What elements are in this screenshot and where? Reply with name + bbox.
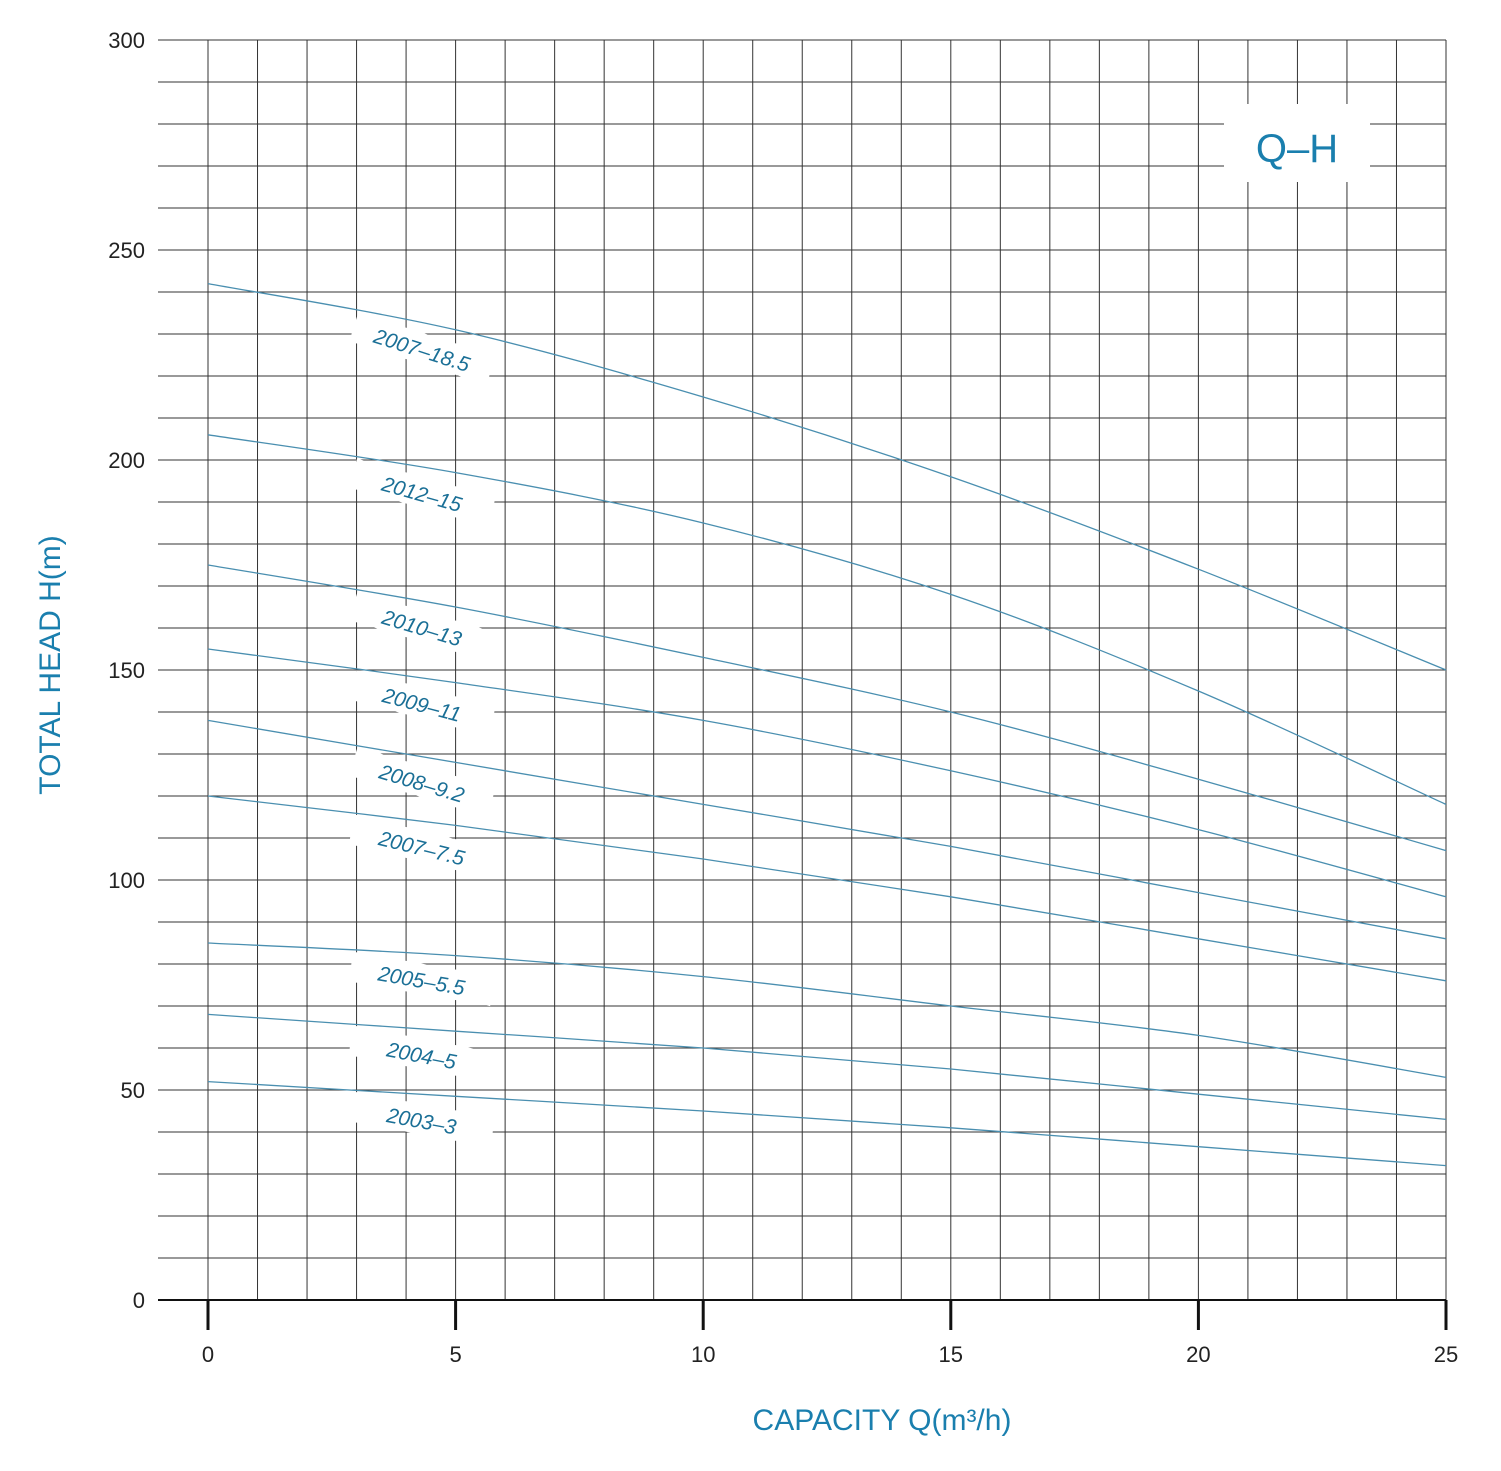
curve-label-group: 2007–18.5 bbox=[349, 312, 496, 385]
curve-label-group: 2009–11 bbox=[348, 670, 496, 736]
curve-label-bg bbox=[349, 746, 496, 817]
curve-label-group: 2004–5 bbox=[348, 1025, 496, 1083]
curve-8 bbox=[207, 1080, 1447, 1167]
x-axis-title: CAPACITY Q(m³/h) bbox=[753, 1404, 1012, 1437]
y-axis-title: TOTAL HEAD H(m) bbox=[34, 535, 67, 794]
x-tick-label: 20 bbox=[1186, 1342, 1210, 1367]
chart-title: Q–H bbox=[1256, 127, 1338, 171]
curve-2 bbox=[207, 564, 1447, 852]
curve-label-group: 2005–5.5 bbox=[348, 951, 496, 1007]
curve-labels: 2007–18.52012–152010–132009–112008–9.220… bbox=[348, 312, 496, 1148]
curve-label-bg bbox=[348, 951, 496, 1007]
x-tick-label: 15 bbox=[939, 1342, 963, 1367]
curve-label-bg bbox=[348, 670, 496, 736]
y-tick-label: 300 bbox=[108, 28, 145, 53]
curve-label-group: 2007–7.5 bbox=[348, 814, 496, 879]
x-tick-label: 25 bbox=[1434, 1342, 1458, 1367]
curve-label-bg bbox=[349, 312, 496, 385]
y-tick-label: 250 bbox=[108, 238, 145, 263]
curve-3 bbox=[207, 648, 1447, 898]
curve-label-bg bbox=[348, 1025, 496, 1083]
curve-label-bg bbox=[348, 1091, 496, 1148]
curve-label-group: 2010–13 bbox=[349, 591, 496, 662]
curve-6 bbox=[207, 942, 1447, 1079]
y-tick-label: 0 bbox=[133, 1288, 145, 1313]
curve-1 bbox=[207, 434, 1447, 805]
curve-0 bbox=[207, 282, 1447, 671]
curve-5 bbox=[207, 795, 1447, 982]
curves bbox=[207, 282, 1447, 1167]
x-tick-label: 10 bbox=[691, 1342, 715, 1367]
curve-label-group: 2003–3 bbox=[348, 1091, 496, 1148]
x-tick-label: 5 bbox=[449, 1342, 461, 1367]
curve-4 bbox=[207, 719, 1447, 940]
y-tick-label: 150 bbox=[108, 658, 145, 683]
y-tick-label: 50 bbox=[121, 1078, 145, 1103]
y-tick-label: 200 bbox=[108, 448, 145, 473]
curve-label-bg bbox=[348, 814, 496, 879]
curve-label-bg bbox=[349, 591, 496, 662]
curve-7 bbox=[207, 1013, 1447, 1121]
curve-label-bg bbox=[348, 458, 496, 527]
y-tick-label: 100 bbox=[108, 868, 145, 893]
curve-label-group: 2012–15 bbox=[348, 458, 496, 527]
x-tick-label: 0 bbox=[202, 1342, 214, 1367]
legend-box: Q–H bbox=[1224, 104, 1370, 182]
